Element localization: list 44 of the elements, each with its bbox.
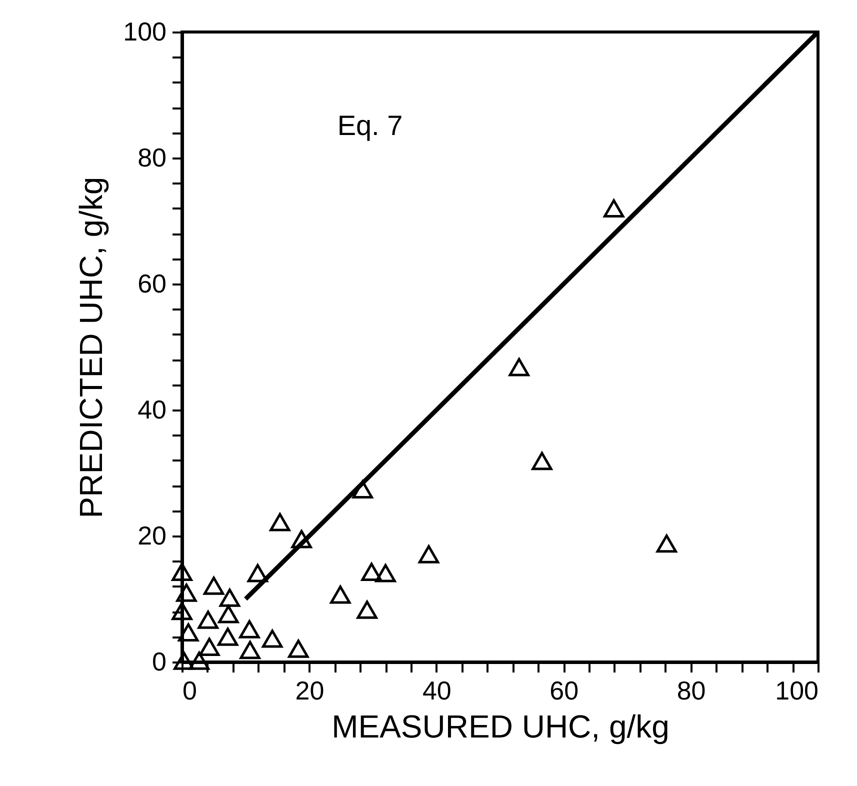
point xyxy=(199,638,220,656)
point xyxy=(188,652,210,670)
point xyxy=(270,513,290,532)
x-tick-label: 40 xyxy=(422,676,452,706)
point xyxy=(217,628,238,646)
point xyxy=(240,640,260,660)
point xyxy=(174,652,194,670)
x-tick-label: 100 xyxy=(775,676,818,706)
point xyxy=(247,564,268,582)
y-tick-label: 40 xyxy=(138,394,166,424)
point xyxy=(176,584,197,602)
point xyxy=(656,534,677,553)
point xyxy=(219,588,240,607)
point xyxy=(418,545,440,564)
point xyxy=(508,358,530,376)
point xyxy=(330,585,351,604)
point xyxy=(352,480,373,498)
point xyxy=(604,199,624,218)
point xyxy=(198,610,218,629)
x-tick-label: 80 xyxy=(676,676,706,706)
y-tick-label: 60 xyxy=(138,268,166,298)
point xyxy=(291,530,312,548)
point xyxy=(356,600,378,619)
point xyxy=(532,452,552,470)
x-axis-title: MEASURED UHC, g/kg xyxy=(332,708,670,744)
point xyxy=(172,562,192,582)
x-tick-label: 0 xyxy=(182,676,197,706)
point xyxy=(375,564,396,582)
y-tick-label: 20 xyxy=(138,520,166,550)
point xyxy=(262,630,283,648)
y-tick-label: 80 xyxy=(138,142,166,172)
point xyxy=(361,562,382,582)
y-axis-title: PREDICTED UHC, g/kg xyxy=(73,176,110,518)
x-tick-label: 60 xyxy=(550,676,579,706)
point xyxy=(172,602,192,620)
point xyxy=(239,620,260,638)
y-tick-label: 0 xyxy=(152,646,166,676)
point xyxy=(218,605,239,624)
point xyxy=(203,576,224,595)
x-tick-label: 20 xyxy=(295,676,324,706)
annotation: Eq. 7 xyxy=(337,110,403,141)
y-tick-label: 100 xyxy=(123,16,166,46)
point xyxy=(178,623,199,642)
point xyxy=(288,640,309,658)
